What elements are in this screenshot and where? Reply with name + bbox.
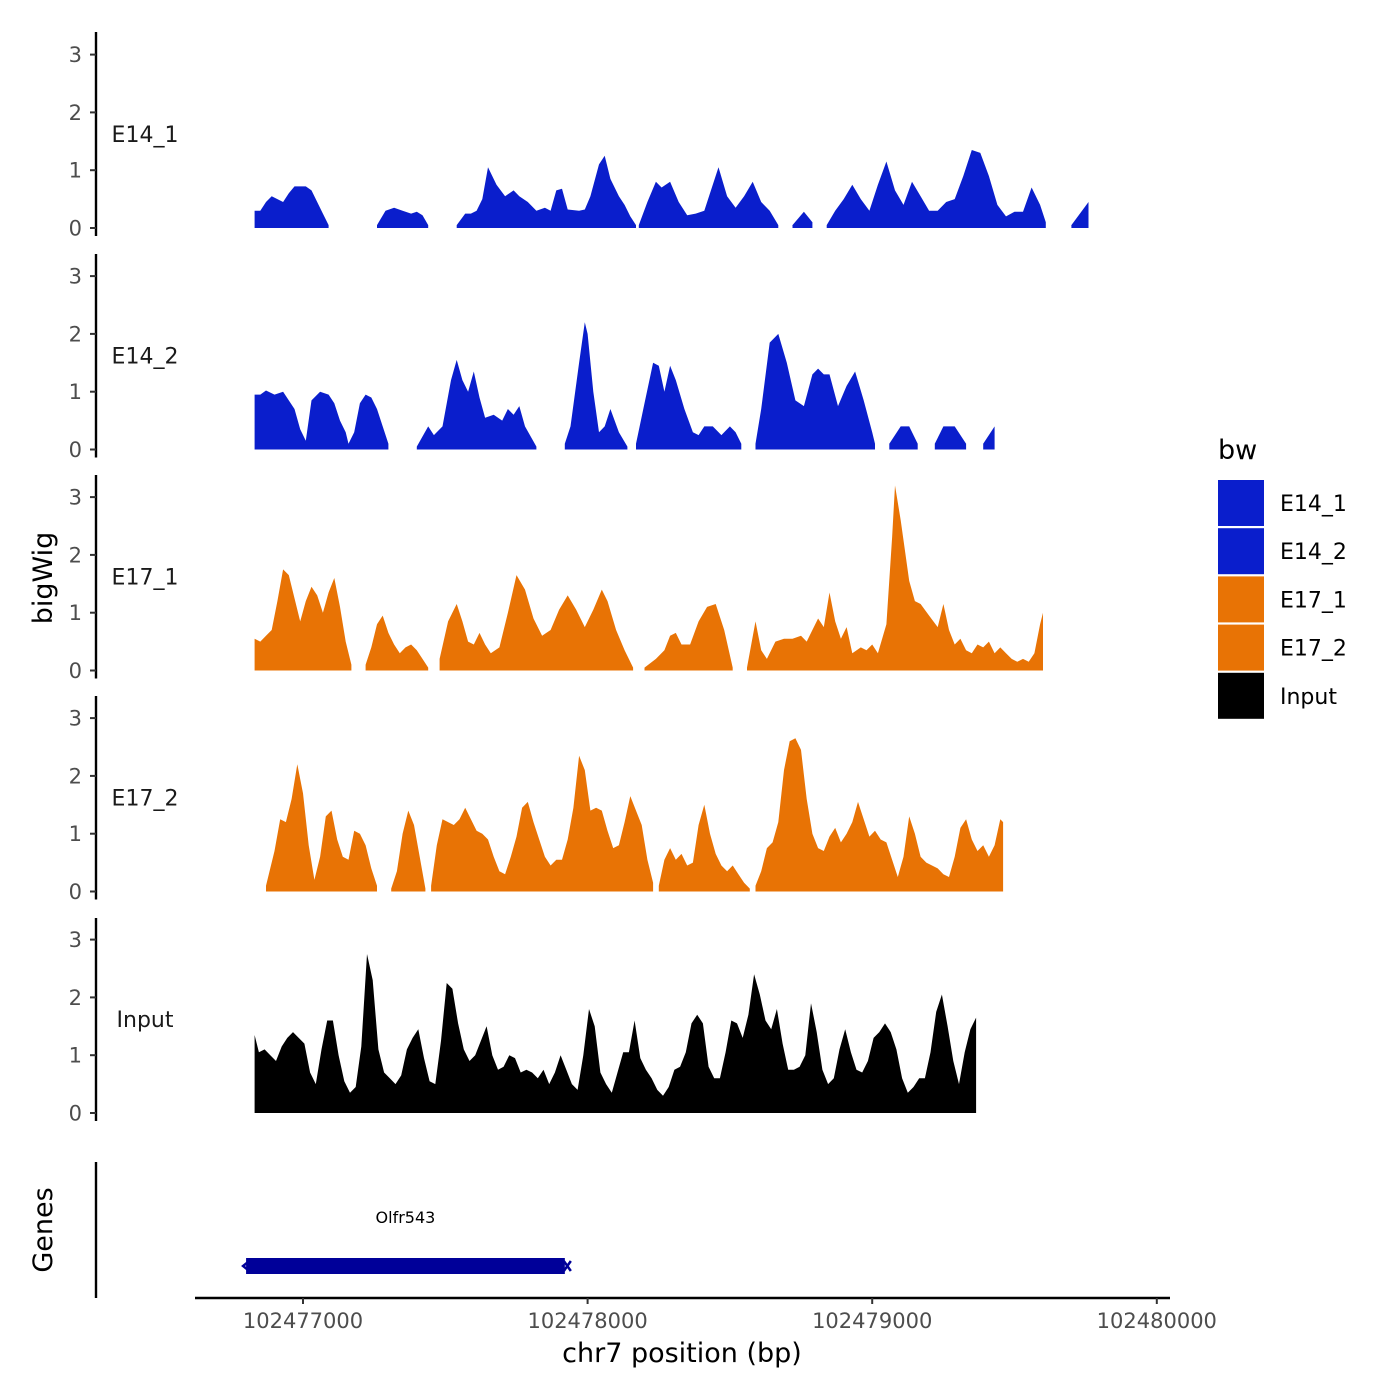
y-tick-label: 0 bbox=[69, 438, 82, 462]
gene-end-cap bbox=[562, 1260, 572, 1272]
y-tick-label: 2 bbox=[69, 322, 82, 346]
track-e14_2: 0 1 2 3 E14_2 bbox=[69, 254, 995, 462]
track-label-e17_1: E17_1 bbox=[112, 566, 179, 591]
y-tick-label: 0 bbox=[69, 217, 82, 241]
gene-olfr543: Olfr543 bbox=[241, 1208, 572, 1274]
gene-body-bar bbox=[246, 1258, 565, 1274]
e14_1-coverage-area-2 bbox=[377, 207, 429, 228]
y-tick-label: 2 bbox=[69, 543, 82, 567]
x-tick-label: 102477000 bbox=[243, 1309, 363, 1333]
y-tick-label: 0 bbox=[69, 880, 82, 904]
gene-name-label: Olfr543 bbox=[376, 1208, 436, 1227]
y-tick-label: 0 bbox=[69, 1102, 82, 1126]
e14_1-coverage-area-1 bbox=[254, 186, 329, 228]
y-axis-title: bigWig bbox=[28, 532, 59, 625]
e14_2-coverage-area-4 bbox=[636, 362, 742, 450]
legend-swatch bbox=[1218, 576, 1264, 623]
track-label-e14_2: E14_2 bbox=[112, 345, 179, 370]
y-tick-label: 3 bbox=[69, 43, 82, 67]
e17_1-coverage-area-4 bbox=[644, 604, 733, 671]
x-axis: chr7 position (bp) 102477000 102478000 102… bbox=[195, 1296, 1217, 1369]
e14_1-coverage-area-4 bbox=[638, 167, 779, 228]
legend-label: E14_1 bbox=[1280, 492, 1347, 517]
e17_1-coverage-area-3 bbox=[439, 575, 634, 671]
legend-label: Input bbox=[1280, 685, 1337, 710]
legend-swatch bbox=[1218, 480, 1264, 526]
e17_2-coverage-area-4 bbox=[658, 804, 750, 892]
legend-item-e17_1: E17_1 bbox=[1218, 576, 1347, 623]
y-tick-label: 1 bbox=[69, 159, 82, 183]
track-e17_2: 0 1 2 3 E17_2 bbox=[69, 696, 1004, 904]
e14_2-coverage-area-5 bbox=[755, 333, 875, 450]
legend-item-e14_1: E14_1 bbox=[1218, 480, 1347, 526]
e14_1-coverage-area-6 bbox=[826, 150, 1046, 228]
y-tick-label: 1 bbox=[69, 1044, 82, 1068]
y-tick-label: 2 bbox=[69, 101, 82, 125]
track-label-input: Input bbox=[117, 1008, 174, 1033]
genes-track-title: Genes bbox=[28, 1187, 59, 1272]
e14_2-coverage-area-8 bbox=[983, 426, 995, 450]
legend-label: E14_2 bbox=[1280, 540, 1347, 565]
e17_2-coverage-area-2 bbox=[391, 810, 426, 892]
y-tick-label: 3 bbox=[69, 707, 82, 731]
x-axis-title: chr7 position (bp) bbox=[562, 1338, 802, 1369]
e17_2-coverage-area-3 bbox=[431, 755, 654, 892]
legend-title: bw bbox=[1218, 435, 1257, 466]
e17_1-coverage-area-2 bbox=[365, 615, 429, 671]
y-tick-label: 1 bbox=[69, 380, 82, 404]
e17_2-coverage-area-1 bbox=[266, 764, 377, 892]
coverage-tracks: 0 1 2 3 E14_1 0 1 2 3 E14_2 0 1 2 3 E17_1 0 1 2 3 E17_2 0 1 2 3… bbox=[69, 32, 1089, 1126]
e17_2-coverage-area-5 bbox=[755, 738, 1004, 892]
e14_2-coverage-area-2 bbox=[416, 359, 537, 450]
e14_1-coverage-area-7 bbox=[1071, 202, 1089, 228]
x-tick-label: 102480000 bbox=[1097, 1309, 1217, 1333]
y-tick-label: 1 bbox=[69, 601, 82, 625]
y-tick-label: 1 bbox=[69, 822, 82, 846]
e17_1-coverage-area-1 bbox=[254, 569, 352, 671]
x-tick-label: 102479000 bbox=[812, 1309, 932, 1333]
y-tick-label: 0 bbox=[69, 659, 82, 683]
legend-item-e17_2: E17_2 bbox=[1218, 624, 1347, 671]
track-label-e17_2: E17_2 bbox=[112, 787, 179, 812]
legend-swatch bbox=[1218, 672, 1264, 719]
e14_2-coverage-area-1 bbox=[254, 390, 389, 450]
track-input: 0 1 2 3 Input bbox=[69, 918, 977, 1126]
e14_2-coverage-area-3 bbox=[564, 322, 628, 450]
legend-label: E17_2 bbox=[1280, 637, 1347, 662]
y-tick-label: 2 bbox=[69, 764, 82, 788]
legend-item-e14_2: E14_2 bbox=[1218, 528, 1347, 575]
legend: bw E14_1 E14_2 E17_1 E17_2 Input bbox=[1218, 435, 1347, 719]
track-e17_1: 0 1 2 3 E17_1 bbox=[69, 475, 1043, 683]
x-tick-label: 102478000 bbox=[527, 1309, 647, 1333]
e14_2-coverage-area-6 bbox=[889, 426, 918, 450]
genes-track: Genes Olfr543 bbox=[28, 1162, 572, 1298]
e14_1-coverage-area-5 bbox=[792, 211, 813, 228]
e14_1-coverage-area-3 bbox=[456, 155, 636, 228]
e14_2-coverage-area-7 bbox=[934, 426, 967, 450]
y-tick-label: 3 bbox=[69, 265, 82, 289]
gene-start-arrow bbox=[241, 1261, 249, 1271]
y-tick-label: 2 bbox=[69, 986, 82, 1010]
y-tick-label: 3 bbox=[69, 486, 82, 510]
y-tick-label: 3 bbox=[69, 928, 82, 952]
legend-item-input: Input bbox=[1218, 672, 1337, 719]
legend-swatch bbox=[1218, 528, 1264, 575]
input-coverage-area-1 bbox=[254, 954, 977, 1113]
track-label-e14_1: E14_1 bbox=[112, 123, 179, 148]
track-e14_1: 0 1 2 3 E14_1 bbox=[69, 32, 1089, 241]
legend-label: E17_1 bbox=[1280, 588, 1347, 613]
e17_1-coverage-area-5 bbox=[747, 485, 1043, 671]
legend-swatch bbox=[1218, 624, 1264, 671]
